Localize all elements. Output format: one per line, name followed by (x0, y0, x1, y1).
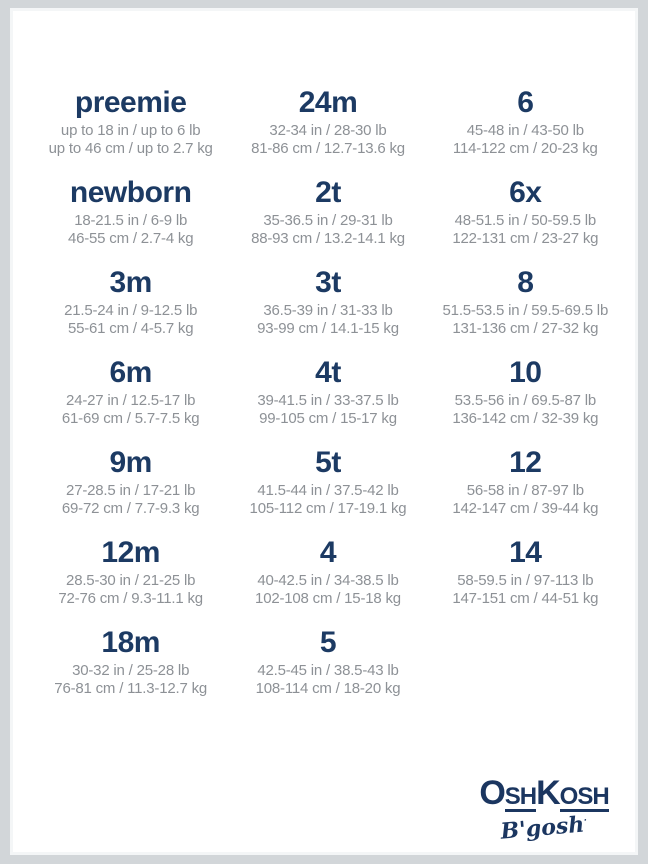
metric-range: 69-72 cm / 7.7-9.3 kg (61, 500, 200, 517)
size-label: 9m (109, 446, 152, 479)
size-label: 3t (315, 266, 341, 299)
imperial-range: 53.5-56 in / 69.5-87 lb (454, 392, 597, 409)
imperial-range: 42.5-45 in / 38.5-43 lb (257, 662, 399, 679)
size-entry: 4 40-42.5 in / 34-38.5 lb 102-108 cm / 1… (229, 536, 426, 626)
imperial-range: 36.5-39 in / 31-33 lb (263, 302, 393, 319)
size-entry: 3m 21.5-24 in / 9-12.5 lb 55-61 cm / 4-5… (32, 266, 229, 356)
oshkosh-bgosh-logo: O SH K OSH B'gosh· (466, 776, 622, 845)
size-label: 12 (509, 446, 542, 479)
size-entry: 24m 32-34 in / 28-30 lb 81-86 cm / 12.7-… (229, 86, 426, 176)
imperial-range: 24-27 in / 12.5-17 lb (66, 392, 196, 409)
imperial-range: 41.5-44 in / 37.5-42 lb (257, 482, 399, 499)
size-label: 6x (509, 176, 542, 209)
size-entry: 6m 24-27 in / 12.5-17 lb 61-69 cm / 5.7-… (32, 356, 229, 446)
oshkosh-wordmark: O SH K OSH (466, 776, 622, 812)
logo-letters-osh: OSH (559, 783, 610, 812)
imperial-range: 58-59.5 in / 97-113 lb (457, 572, 594, 589)
imperial-range: 48-51.5 in / 50-59.5 lb (454, 212, 597, 229)
size-label: 6m (109, 356, 152, 389)
imperial-range: 39-41.5 in / 33-37.5 lb (257, 392, 399, 409)
size-entry: 14 58-59.5 in / 97-113 lb 147-151 cm / 4… (427, 536, 624, 626)
metric-range: 81-86 cm / 12.7-13.6 kg (251, 140, 405, 157)
size-entry: 5t 41.5-44 in / 37.5-42 lb 105-112 cm / … (229, 446, 426, 536)
size-entry: preemie up to 18 in / up to 6 lb up to 4… (32, 86, 229, 176)
size-label: newborn (69, 176, 192, 209)
size-entry: newborn 18-21.5 in / 6-9 lb 46-55 cm / 2… (32, 176, 229, 266)
size-entry: 12 56-58 in / 87-97 lb 142-147 cm / 39-4… (427, 446, 624, 536)
size-label: 4t (315, 356, 341, 389)
metric-range: up to 46 cm / up to 2.7 kg (48, 140, 213, 157)
metric-range: 76-81 cm / 11.3-12.7 kg (54, 680, 208, 697)
size-label: 18m (101, 626, 160, 659)
size-entry: 2t 35-36.5 in / 29-31 lb 88-93 cm / 13.2… (229, 176, 426, 266)
size-label: 8 (517, 266, 534, 299)
size-entry: 5 42.5-45 in / 38.5-43 lb 108-114 cm / 1… (229, 626, 426, 716)
metric-range: 108-114 cm / 18-20 kg (255, 680, 401, 697)
bgosh-script: B'gosh· (465, 808, 623, 847)
metric-range: 99-105 cm / 15-17 kg (259, 410, 397, 427)
logo-letter-k: K (536, 774, 561, 812)
metric-range: 114-122 cm / 20-23 kg (452, 140, 598, 157)
size-entry: 10 53.5-56 in / 69.5-87 lb 136-142 cm / … (427, 356, 624, 446)
metric-range: 61-69 cm / 5.7-7.5 kg (61, 410, 200, 427)
imperial-range: 51.5-53.5 in / 59.5-69.5 lb (442, 302, 609, 319)
size-grid: preemie up to 18 in / up to 6 lb up to 4… (10, 8, 638, 716)
imperial-range: 18-21.5 in / 6-9 lb (74, 212, 188, 229)
logo-letters-sh: SH (504, 783, 537, 812)
size-entry: 4t 39-41.5 in / 33-37.5 lb 99-105 cm / 1… (229, 356, 426, 446)
metric-range: 105-112 cm / 17-19.1 kg (249, 500, 407, 517)
size-label: 24m (298, 86, 358, 119)
metric-range: 131-136 cm / 27-32 kg (452, 320, 599, 337)
size-column: 24m 32-34 in / 28-30 lb 81-86 cm / 12.7-… (229, 86, 426, 716)
size-column: 6 45-48 in / 43-50 lb 114-122 cm / 20-23… (427, 86, 624, 716)
size-entry: 6x 48-51.5 in / 50-59.5 lb 122-131 cm / … (427, 176, 624, 266)
metric-range: 93-99 cm / 14.1-15 kg (257, 320, 399, 337)
imperial-range: 21.5-24 in / 9-12.5 lb (64, 302, 198, 319)
imperial-range: 40-42.5 in / 34-38.5 lb (257, 572, 399, 589)
size-label: 4 (319, 536, 337, 569)
size-label: 14 (509, 536, 542, 569)
metric-range: 122-131 cm / 23-27 kg (452, 230, 599, 247)
metric-range: 147-151 cm / 44-51 kg (452, 590, 599, 607)
imperial-range: 30-32 in / 25-28 lb (72, 662, 190, 679)
size-entry: 6 45-48 in / 43-50 lb 114-122 cm / 20-23… (427, 86, 624, 176)
imperial-range: up to 18 in / up to 6 lb (60, 122, 201, 139)
imperial-range: 32-34 in / 28-30 lb (269, 122, 387, 139)
size-chart-sheet: preemie up to 18 in / up to 6 lb up to 4… (10, 8, 638, 855)
size-label: 10 (509, 356, 542, 389)
trademark-dot: · (583, 815, 588, 827)
metric-range: 55-61 cm / 4-5.7 kg (67, 320, 194, 337)
size-label: 12m (101, 536, 160, 569)
metric-range: 136-142 cm / 32-39 kg (452, 410, 599, 427)
size-column: preemie up to 18 in / up to 6 lb up to 4… (32, 86, 229, 716)
imperial-range: 35-36.5 in / 29-31 lb (263, 212, 393, 229)
metric-range: 142-147 cm / 39-44 kg (452, 500, 599, 517)
size-entry: 8 51.5-53.5 in / 59.5-69.5 lb 131-136 cm… (427, 266, 624, 356)
size-entry: 12m 28.5-30 in / 21-25 lb 72-76 cm / 9.3… (32, 536, 229, 626)
size-label: preemie (74, 86, 187, 119)
size-label: 3m (109, 266, 152, 299)
size-label: 5t (315, 446, 341, 479)
imperial-range: 28.5-30 in / 21-25 lb (66, 572, 196, 589)
size-entry: 9m 27-28.5 in / 17-21 lb 69-72 cm / 7.7-… (32, 446, 229, 536)
size-entry: 18m 30-32 in / 25-28 lb 76-81 cm / 11.3-… (32, 626, 229, 716)
metric-range: 46-55 cm / 2.7-4 kg (67, 230, 194, 247)
imperial-range: 56-58 in / 87-97 lb (466, 482, 584, 499)
size-label: 5 (319, 626, 337, 659)
bgosh-text: B'gosh (499, 811, 586, 845)
size-label: 2t (315, 176, 341, 209)
metric-range: 72-76 cm / 9.3-11.1 kg (58, 590, 203, 607)
logo-letter-o: O (479, 774, 505, 812)
metric-range: 102-108 cm / 15-18 kg (255, 590, 401, 607)
metric-range: 88-93 cm / 13.2-14.1 kg (251, 230, 405, 247)
size-label: 6 (517, 86, 534, 119)
imperial-range: 45-48 in / 43-50 lb (466, 122, 584, 139)
size-entry: 3t 36.5-39 in / 31-33 lb 93-99 cm / 14.1… (229, 266, 426, 356)
imperial-range: 27-28.5 in / 17-21 lb (66, 482, 196, 499)
